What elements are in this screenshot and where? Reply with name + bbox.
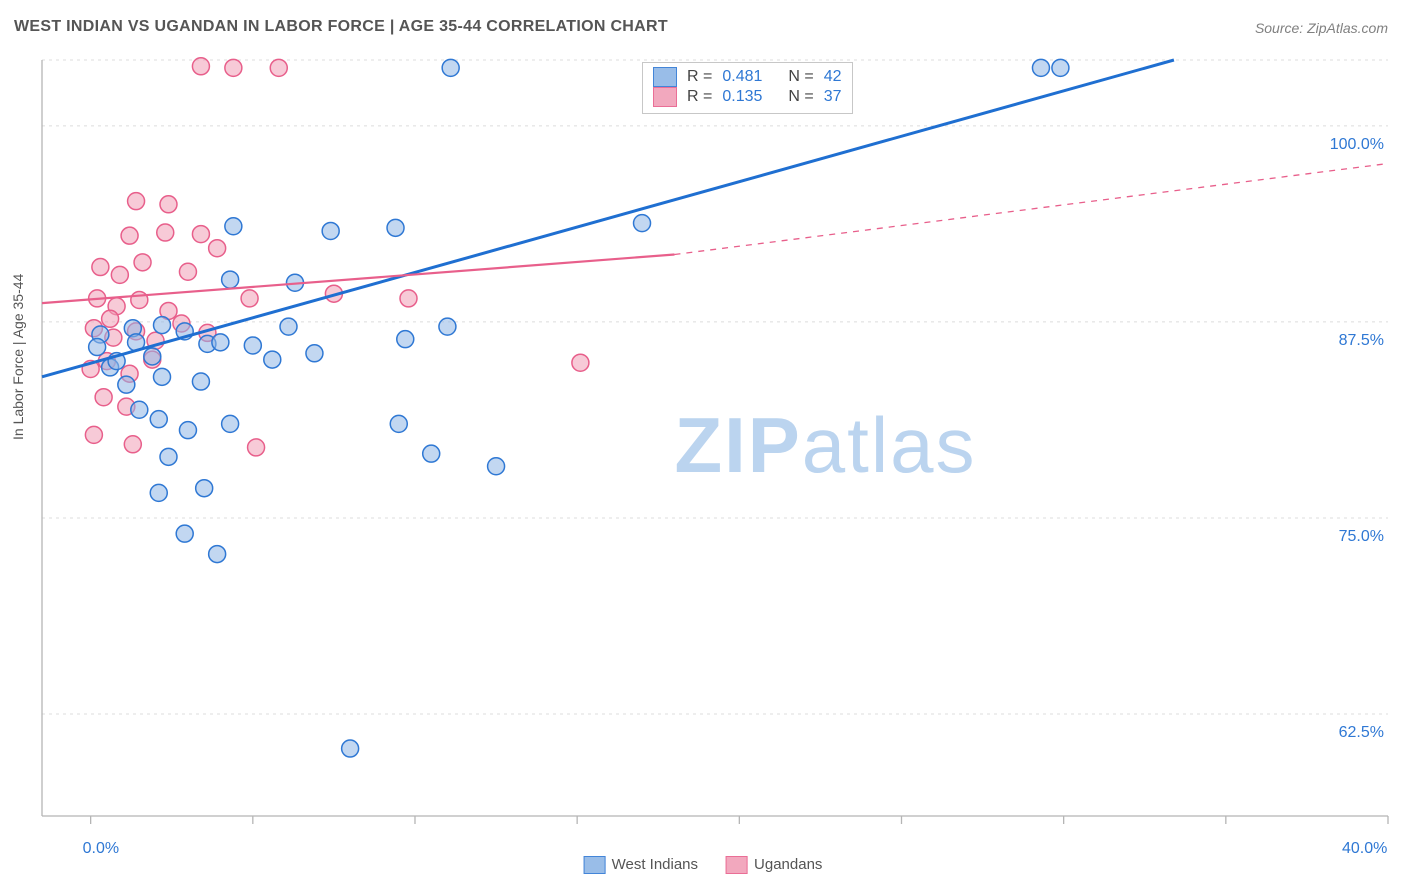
- series-legend: West Indians Ugandans: [584, 856, 823, 874]
- swatch-west-indians-icon: [584, 856, 606, 874]
- x-axis-min: 0.0%: [83, 840, 119, 858]
- n-label: N =: [788, 88, 813, 106]
- correlation-legend: R = 0.481 N = 42 R = 0.135 N = 37: [642, 62, 853, 114]
- y-tick-label: 100.0%: [1330, 136, 1384, 154]
- legend-label-ugandans: Ugandans: [754, 856, 822, 873]
- y-axis-label: In Labor Force | Age 35-44: [10, 274, 26, 440]
- r-label: R =: [687, 68, 712, 86]
- x-axis-max: 40.0%: [1342, 840, 1387, 858]
- r-value: 0.135: [722, 88, 762, 106]
- n-value: 42: [824, 68, 842, 86]
- swatch-ugandans: [653, 87, 677, 107]
- legend-row-west-indians: R = 0.481 N = 42: [653, 67, 842, 87]
- chart-svg: [0, 0, 1406, 892]
- legend-item-ugandans: Ugandans: [726, 856, 822, 874]
- n-value: 37: [824, 88, 842, 106]
- legend-item-west-indians: West Indians: [584, 856, 698, 874]
- r-value: 0.481: [722, 68, 762, 86]
- chart-container: WEST INDIAN VS UGANDAN IN LABOR FORCE | …: [0, 0, 1406, 892]
- swatch-west-indians: [653, 67, 677, 87]
- legend-label-west-indians: West Indians: [612, 856, 698, 873]
- legend-row-ugandans: R = 0.135 N = 37: [653, 87, 842, 107]
- swatch-ugandans-icon: [726, 856, 748, 874]
- y-tick-label: 75.0%: [1339, 528, 1384, 546]
- y-tick-label: 87.5%: [1339, 332, 1384, 350]
- r-label: R =: [687, 88, 712, 106]
- n-label: N =: [788, 68, 813, 86]
- y-tick-label: 62.5%: [1339, 724, 1384, 742]
